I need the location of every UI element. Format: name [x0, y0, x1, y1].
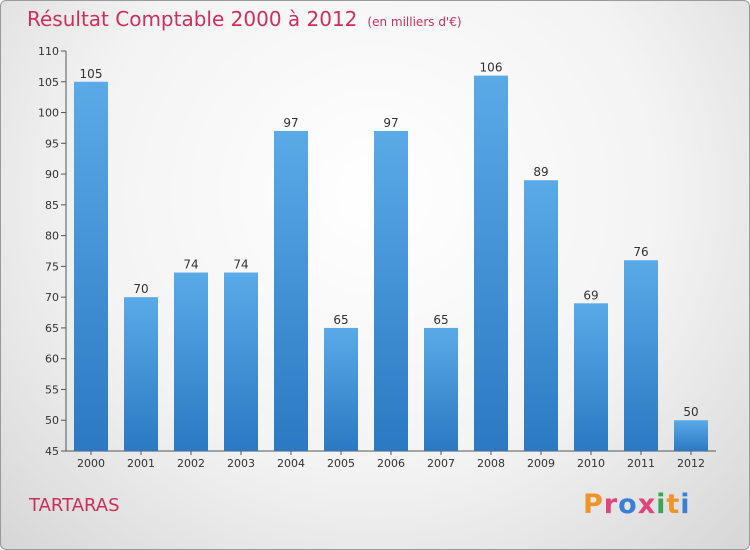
logo-letter: o	[618, 489, 638, 520]
y-tick-label: 105	[38, 76, 59, 89]
bar	[74, 81, 108, 452]
data-label: 74	[233, 258, 248, 272]
bar	[374, 131, 408, 451]
x-tick-label: 2000	[77, 457, 105, 470]
data-label: 97	[283, 116, 298, 130]
y-tick-label: 95	[45, 137, 59, 150]
x-tick-label: 2007	[427, 457, 455, 470]
y-tick-label: 100	[38, 107, 59, 120]
y-tick-label: 45	[45, 445, 59, 458]
bar	[574, 303, 608, 451]
bar	[124, 297, 158, 451]
data-label: 69	[583, 288, 598, 302]
data-label: 105	[80, 67, 103, 81]
data-label: 106	[480, 61, 503, 75]
chart-bars	[74, 75, 708, 452]
y-tick-label: 50	[45, 414, 59, 427]
y-tick-label: 60	[45, 353, 59, 366]
x-tick-label: 2005	[327, 457, 355, 470]
data-label: 76	[633, 245, 648, 259]
x-tick-label: 2004	[277, 457, 305, 470]
proxiti-logo[interactable]: Proxiti	[583, 489, 691, 520]
bar	[524, 180, 558, 451]
data-label: 65	[433, 313, 448, 327]
bar	[324, 327, 358, 451]
bar	[274, 131, 308, 451]
logo-letter: i	[680, 489, 691, 520]
x-tick-label: 2003	[227, 457, 255, 470]
data-label: 50	[683, 405, 698, 419]
bar	[424, 327, 458, 451]
data-label: 97	[383, 116, 398, 130]
data-label: 74	[183, 258, 198, 272]
x-tick-label: 2006	[377, 457, 405, 470]
x-tick-label: 2011	[627, 457, 655, 470]
y-tick-label: 90	[45, 168, 59, 181]
y-tick-label: 85	[45, 199, 59, 212]
bar	[224, 272, 258, 451]
y-tick-label: 65	[45, 322, 59, 335]
y-tick-label: 80	[45, 230, 59, 243]
x-tick-label: 2008	[477, 457, 505, 470]
chart-subtitle: (en milliers d'€)	[367, 15, 462, 29]
x-tick-label: 2002	[177, 457, 205, 470]
bar	[174, 272, 208, 451]
x-tick-label: 2009	[527, 457, 555, 470]
logo-letter: P	[583, 489, 604, 520]
chart-title: Résultat Comptable 2000 à 2012 (en millie…	[27, 7, 462, 31]
y-tick-label: 70	[45, 291, 59, 304]
chart-labels: 2000 105 2001 70 2002 74 2003 74 2004 97 2005 65 200…	[77, 61, 705, 470]
x-tick-label: 2010	[577, 457, 605, 470]
x-tick-label: 2001	[127, 457, 155, 470]
data-label: 70	[133, 282, 148, 296]
x-tick-label: 2012	[677, 457, 705, 470]
commune-name: TARTARAS	[29, 495, 120, 516]
bar	[674, 420, 708, 451]
y-tick-label: 110	[38, 45, 59, 58]
y-tick-label: 75	[45, 260, 59, 273]
bar	[474, 75, 508, 451]
chart-axes: 45 50 55 60 65 70 75 80 85 90 95 100 105 110	[38, 45, 716, 458]
data-label: 89	[533, 165, 548, 179]
logo-letter: r	[603, 489, 619, 520]
data-label: 65	[333, 313, 348, 327]
logo-letter: t	[666, 489, 681, 520]
logo-letter: i	[656, 489, 667, 520]
bar	[624, 260, 658, 451]
logo-letter: x	[637, 489, 657, 520]
y-tick-label: 55	[45, 383, 59, 396]
